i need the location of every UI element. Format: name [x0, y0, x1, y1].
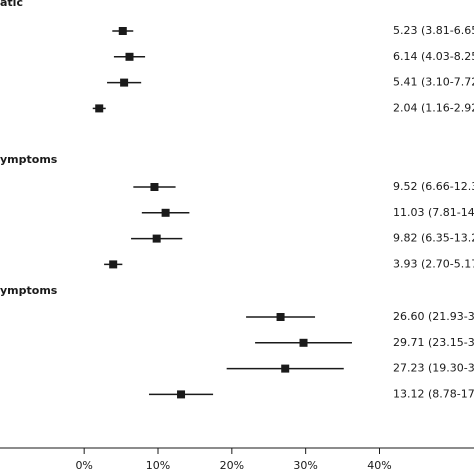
point-estimate — [152, 234, 161, 243]
value-label: 3.93 (2.70-5.17) — [393, 257, 474, 270]
point-estimate — [118, 27, 127, 35]
value-label: 11.03 (7.81-14.2 — [393, 206, 474, 219]
value-label: 2.04 (1.16-2.92) — [393, 101, 474, 114]
group-header: ymptoms — [0, 153, 58, 166]
point-estimate — [161, 208, 170, 217]
value-label: 13.12 (8.78-17.4 — [393, 387, 474, 400]
value-label: 27.23 (19.30-35. — [393, 362, 474, 375]
point-estimate — [95, 104, 104, 113]
x-tick-label: 20% — [220, 459, 244, 472]
point-estimate — [125, 52, 134, 61]
point-estimate — [281, 364, 290, 373]
value-label: 29.71 (23.15-36. — [393, 336, 474, 349]
point-estimate — [276, 313, 285, 321]
point-estimate — [299, 338, 308, 347]
value-label: 9.82 (6.35-13.29 — [393, 232, 474, 245]
group-header: ymptoms — [0, 284, 58, 297]
point-estimate — [150, 183, 159, 191]
point-estimate — [109, 260, 118, 269]
value-label: 26.60 (21.93-31. — [393, 310, 474, 323]
x-tick-label: 0% — [75, 459, 92, 472]
value-label: 6.14 (4.03-8.25) — [393, 50, 474, 63]
value-label: 9.52 (6.66-12.38 — [393, 180, 474, 193]
point-estimate — [120, 78, 129, 87]
x-tick-label: 40% — [367, 459, 391, 472]
x-tick-label: 10% — [146, 459, 170, 472]
value-label: 5.23 (3.81-6.65) — [393, 24, 474, 37]
x-tick-label: 30% — [293, 459, 317, 472]
group-header: atic — [0, 0, 23, 9]
point-estimate — [177, 390, 186, 399]
value-label: 5.41 (3.10-7.72) — [393, 76, 474, 89]
